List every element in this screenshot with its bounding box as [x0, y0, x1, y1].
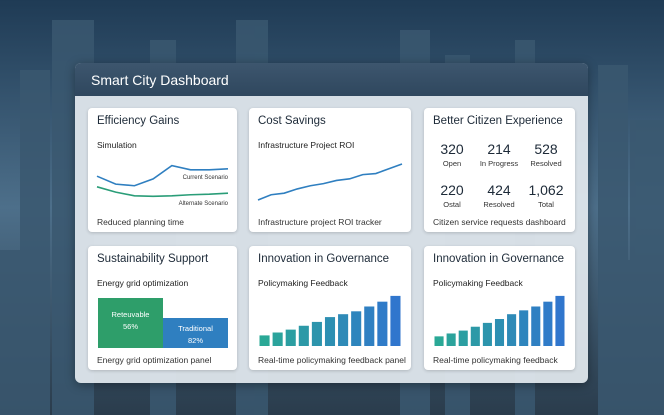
stat-label: Open [442, 159, 462, 168]
card-title: Better Citizen Experience [433, 115, 563, 127]
card-caption: Real-time policymaking feedback [433, 355, 558, 365]
energy-block: Traditional 82% [163, 318, 228, 348]
bar [519, 310, 529, 346]
line-series [96, 164, 229, 187]
dashboard-panel: Smart City Dashboard Current Scenario Alt… [75, 63, 588, 383]
card: Cost Savings Infrastructure Project ROI In… [249, 108, 411, 232]
bar [390, 295, 401, 346]
stat-label: Ostal [443, 200, 461, 209]
card-caption: Energy grid optimization panel [97, 355, 212, 365]
bar [338, 314, 349, 346]
stat-value: 320 [440, 141, 464, 157]
card-title: Innovation in Governance [433, 253, 565, 265]
card: Innovation in Governance Policymaking Fee… [249, 246, 411, 370]
bar [555, 295, 565, 346]
dashboard-title: Smart City Dashboard [91, 72, 229, 88]
stat-value: 1,062 [528, 182, 564, 198]
card-graphics [434, 295, 565, 346]
stat-label: In Progress [479, 159, 519, 168]
card-caption: Infrastructure project ROI tracker [258, 217, 382, 227]
bar [507, 314, 517, 346]
bar [494, 319, 505, 346]
card-title: Innovation in Governance [258, 253, 390, 265]
block-label: Reteuvable [111, 310, 150, 319]
card-subtitle: Energy grid optimization [97, 278, 189, 288]
card-caption: Real-time policymaking feedback panel [258, 355, 406, 365]
card-subtitle: Simulation [97, 140, 137, 150]
stat-value: 214 [487, 141, 511, 157]
card-graphics: Current Scenario Alternate Scenario [96, 164, 229, 207]
card: Current Scenario Alternate Scenario Effici… [88, 108, 237, 232]
bar [482, 322, 492, 346]
stat-label: Resolved [483, 200, 515, 209]
card-subtitle: Policymaking Feedback [433, 278, 523, 288]
card-subtitle: Policymaking Feedback [258, 278, 348, 288]
card-caption: Reduced planning time [97, 217, 184, 227]
card-graphics [257, 163, 403, 201]
stat-value: 220 [440, 182, 464, 198]
stat-label: Resolved [530, 159, 562, 168]
bar [470, 326, 480, 346]
bar [298, 325, 309, 346]
card: Sustainability Support Energy grid optimi… [88, 246, 237, 370]
header-bar: Smart City Dashboard [75, 63, 588, 96]
bar [531, 306, 541, 346]
card: Better Citizen Experience Citizen service… [424, 108, 575, 232]
bar [285, 329, 296, 346]
line-series [96, 186, 229, 198]
card-caption: Citizen service requests dashboard [433, 217, 566, 227]
block-value: 82% [187, 336, 203, 345]
bar [272, 332, 283, 346]
line-series [257, 163, 403, 201]
bar [434, 336, 444, 346]
bar [458, 330, 468, 346]
card-graphics [259, 295, 401, 346]
stat-value: 528 [534, 141, 558, 157]
bar [259, 335, 270, 346]
card-title: Cost Savings [258, 115, 326, 127]
series-label: Current Scenario [183, 175, 229, 181]
card-subtitle: Infrastructure Project ROI [258, 140, 355, 150]
stat-label: Total [538, 200, 554, 209]
bar [311, 321, 322, 346]
stat-value: 424 [487, 182, 511, 198]
bar [324, 317, 336, 346]
bar [446, 333, 456, 346]
card-title: Efficiency Gains [97, 115, 180, 127]
series-label: Alternate Scenario [179, 201, 229, 207]
bar [543, 301, 553, 346]
energy-block: Reteuvable 56% [98, 298, 163, 348]
bar [377, 301, 388, 346]
block-value: 56% [122, 322, 138, 331]
bar [364, 306, 375, 346]
block-label: Traditional [178, 324, 213, 333]
bar [351, 311, 362, 346]
card-title: Sustainability Support [97, 253, 209, 265]
card: Innovation in Governance Policymaking Fee… [424, 246, 575, 370]
